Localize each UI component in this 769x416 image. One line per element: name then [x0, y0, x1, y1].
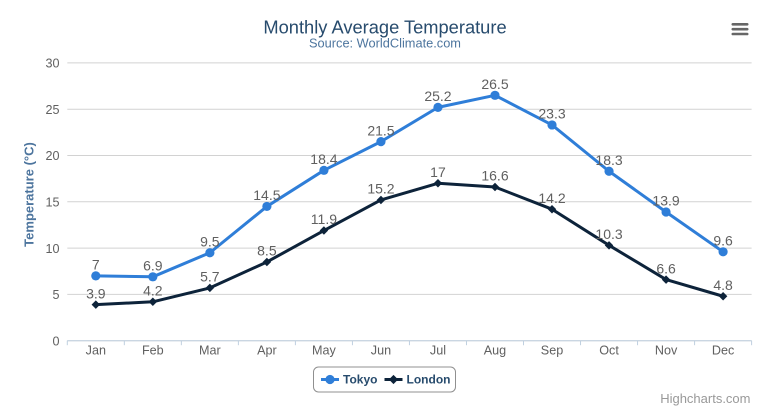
- svg-text:Aug: Aug: [484, 343, 506, 357]
- svg-text:Source: WorldClimate.com: Source: WorldClimate.com: [309, 36, 461, 51]
- svg-text:15: 15: [45, 196, 59, 210]
- svg-text:20: 20: [45, 149, 59, 163]
- svg-text:3.9: 3.9: [86, 285, 106, 301]
- svg-text:Temperature (°C): Temperature (°C): [21, 142, 36, 247]
- svg-text:15.2: 15.2: [367, 181, 394, 197]
- svg-text:May: May: [312, 343, 336, 357]
- svg-text:23.3: 23.3: [538, 106, 565, 122]
- svg-text:Oct: Oct: [599, 343, 619, 357]
- svg-text:Feb: Feb: [142, 343, 164, 357]
- svg-text:9.6: 9.6: [713, 233, 733, 249]
- svg-text:Nov: Nov: [655, 343, 678, 357]
- svg-text:13.9: 13.9: [652, 193, 679, 209]
- svg-text:14.5: 14.5: [253, 187, 280, 203]
- svg-text:21.5: 21.5: [367, 122, 394, 138]
- svg-text:Jul: Jul: [430, 343, 446, 357]
- svg-text:Mar: Mar: [199, 343, 221, 357]
- svg-text:10.3: 10.3: [595, 226, 622, 242]
- svg-text:18.4: 18.4: [310, 151, 337, 167]
- svg-text:5: 5: [52, 288, 59, 302]
- svg-text:Monthly Average Temperature: Monthly Average Temperature: [263, 17, 506, 38]
- svg-text:6.6: 6.6: [656, 260, 676, 276]
- svg-text:5.7: 5.7: [200, 269, 220, 285]
- svg-text:Highcharts.com: Highcharts.com: [660, 391, 750, 406]
- svg-text:Sep: Sep: [541, 343, 563, 357]
- svg-text:10: 10: [45, 242, 59, 256]
- svg-text:8.5: 8.5: [257, 243, 277, 259]
- svg-text:7: 7: [92, 257, 100, 273]
- svg-text:16.6: 16.6: [481, 168, 508, 184]
- svg-text:4.2: 4.2: [143, 283, 163, 299]
- svg-text:9.5: 9.5: [200, 233, 220, 249]
- svg-text:11.9: 11.9: [311, 211, 337, 227]
- svg-text:London: London: [407, 373, 451, 387]
- svg-text:30: 30: [45, 57, 59, 71]
- svg-text:14.2: 14.2: [538, 190, 565, 206]
- svg-text:18.3: 18.3: [595, 152, 622, 168]
- svg-text:Jan: Jan: [86, 343, 106, 357]
- svg-text:25.2: 25.2: [424, 88, 451, 104]
- svg-text:Apr: Apr: [257, 343, 277, 357]
- svg-text:4.8: 4.8: [713, 277, 733, 293]
- svg-text:Jun: Jun: [371, 343, 391, 357]
- svg-text:6.9: 6.9: [143, 258, 163, 274]
- svg-text:17: 17: [430, 164, 446, 180]
- svg-text:0: 0: [52, 334, 59, 348]
- svg-text:25: 25: [45, 103, 59, 117]
- svg-text:Tokyo: Tokyo: [343, 373, 377, 387]
- svg-text:26.5: 26.5: [481, 76, 508, 92]
- svg-text:Dec: Dec: [712, 343, 734, 357]
